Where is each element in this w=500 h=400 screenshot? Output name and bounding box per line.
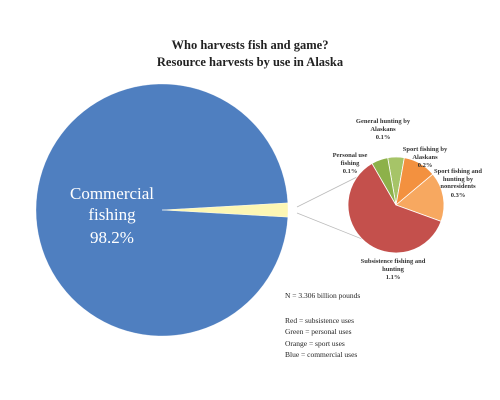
value-label: 0.3% <box>450 192 466 199</box>
value-label: 98.2% <box>90 228 134 247</box>
chart-title: Who harvests fish and game? <box>171 38 329 52</box>
pie-slice <box>347 162 442 254</box>
legend-note: Green = personal uses <box>285 327 352 336</box>
value-label: 0.1% <box>375 134 391 141</box>
sample-note: N = 3.306 billion pounds <box>285 291 361 300</box>
legend-note: Red = subsistence uses <box>285 315 355 325</box>
slice-label: Subsistence fishing and hunting <box>360 258 426 273</box>
slice-label: Personal use fishing <box>332 152 368 167</box>
slice-label: Commercial fishing <box>69 184 155 224</box>
legend-note: Orange = sport uses <box>285 338 345 348</box>
pie-slice <box>395 173 445 222</box>
value-label: 0.2% <box>417 162 433 169</box>
slice-label: Sport fishing by Alaskans <box>402 146 448 161</box>
slice-label: Sport fishing and hunting by nonresident… <box>433 168 483 190</box>
chart-subtitle: Resource harvests by use in Alaska <box>156 55 344 69</box>
pie-slice <box>35 83 288 337</box>
pie-slice <box>161 202 289 218</box>
pie-slice <box>371 157 397 206</box>
legend-note: Blue = commercial uses <box>285 350 358 359</box>
value-label: 1.1% <box>385 274 401 281</box>
value-label: 0.1% <box>342 168 358 175</box>
slice-label: General hunting by Alaskans <box>355 118 411 133</box>
